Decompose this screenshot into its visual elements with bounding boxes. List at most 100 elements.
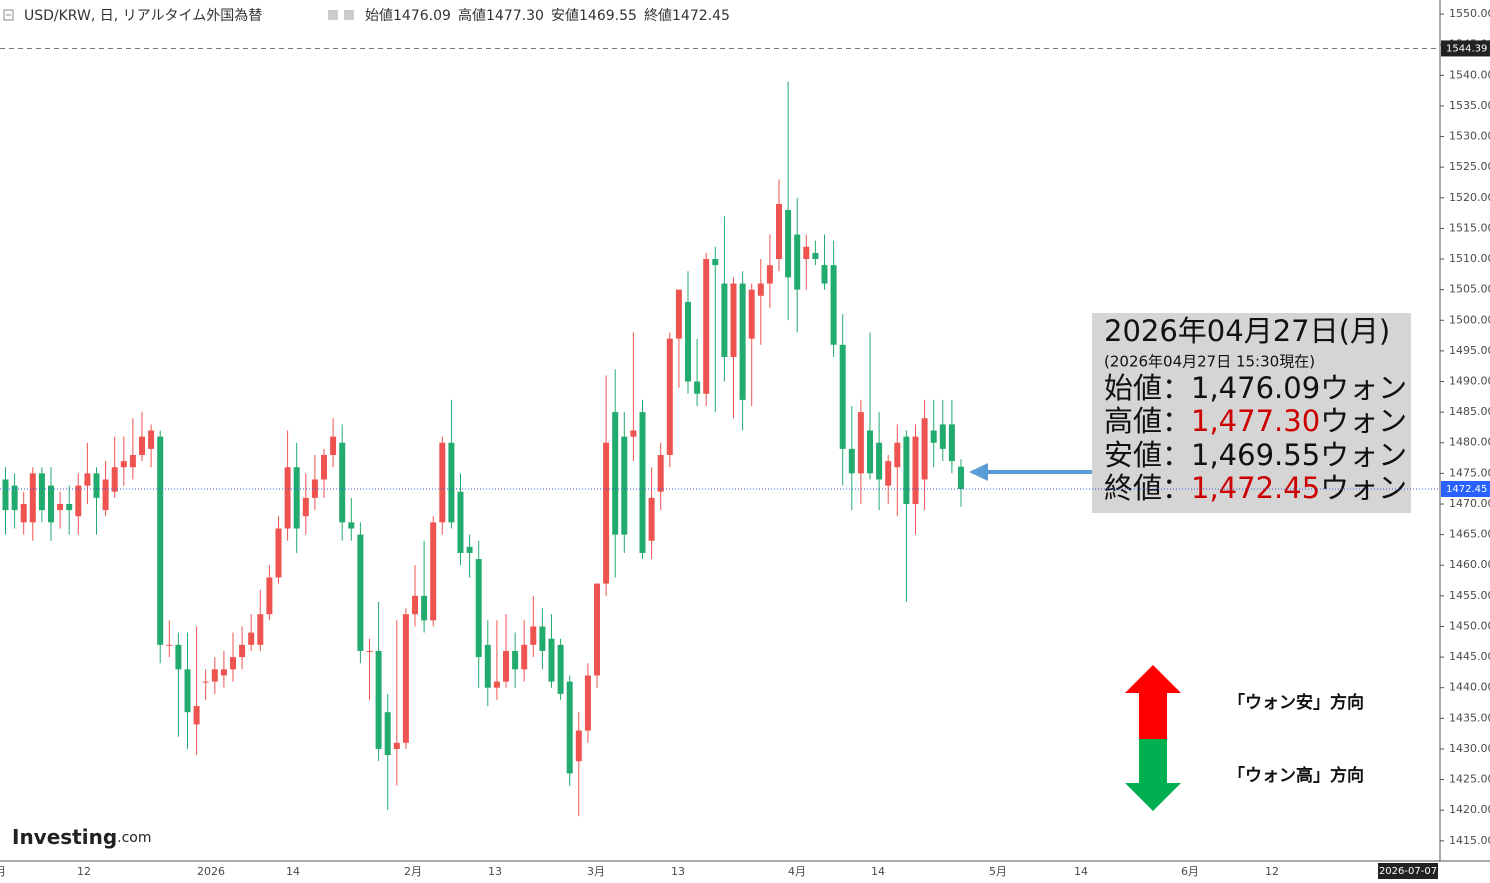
candle-body	[785, 210, 792, 278]
y-tick-label: 1510.00	[1449, 252, 1490, 265]
candle-body	[848, 448, 855, 474]
y-tick-label: 1430.00	[1449, 742, 1490, 755]
symbol-title: USD/KRW, 日, リアルタイム外国為替	[24, 8, 262, 24]
candle-body	[466, 546, 473, 553]
candle-body	[666, 338, 673, 455]
candle-body	[166, 644, 173, 646]
info-box	[1092, 313, 1411, 513]
candle-body	[694, 381, 701, 394]
y-tick-label: 1415.00	[1449, 834, 1490, 847]
ohlc-item: 終値1472.45	[644, 8, 730, 24]
candle-body	[876, 442, 883, 480]
ohlc-header: 始値1476.09 高値1477.30 安値1469.55 終値1472.45	[365, 7, 730, 24]
candle-body	[302, 497, 309, 517]
ohlc-label: 終値	[644, 8, 672, 24]
candle-body	[366, 650, 373, 652]
candle-body	[239, 644, 246, 658]
candle-body	[721, 283, 728, 358]
collapse-icon[interactable]	[3, 9, 14, 21]
candle-body	[220, 669, 227, 676]
candle-body	[830, 265, 837, 345]
candle-body	[202, 681, 209, 683]
candle-body	[375, 650, 382, 749]
candle-body	[493, 681, 500, 688]
info-label: 終値：	[1104, 471, 1191, 505]
candle-body	[867, 430, 873, 474]
candle-body	[639, 412, 646, 553]
x-tick-label: 1月	[0, 865, 6, 878]
candle-body	[748, 289, 755, 339]
candle-body	[111, 467, 118, 492]
candle-body	[339, 442, 346, 523]
candle-body	[685, 301, 691, 382]
y-tick-label: 1550.00	[1449, 7, 1490, 20]
candle-body	[157, 436, 164, 645]
info-subtitle: (2026年04月27日 15:30現在)	[1104, 353, 1315, 371]
info-value: 1,472.45	[1191, 471, 1320, 505]
candle-body	[11, 485, 18, 511]
candle-body	[120, 461, 127, 468]
ohlc-item: 始値1476.09	[365, 8, 451, 24]
candle-body	[330, 436, 337, 455]
x-tick-label: 13	[488, 865, 502, 878]
candle-body	[594, 583, 600, 676]
candle-body	[794, 234, 801, 290]
candle-body	[712, 259, 719, 266]
candle-body	[102, 479, 109, 511]
candle-body	[548, 638, 555, 682]
candle-body	[139, 436, 145, 455]
candle-body	[311, 479, 318, 498]
y-tick-label: 1520.00	[1449, 191, 1490, 204]
y-tick-label: 1500.00	[1449, 313, 1490, 326]
x-tick-label: 12	[1265, 865, 1279, 878]
direction-label: 「ウォン高」方向	[1228, 765, 1364, 786]
candle-body	[412, 595, 418, 615]
candle-body	[93, 473, 100, 498]
x-tick-label: 2026	[197, 865, 225, 878]
y-tick-label: 1465.00	[1449, 528, 1490, 541]
y-tick-label: 1515.00	[1449, 221, 1490, 234]
candle-body	[175, 644, 182, 670]
y-tick-label: 1425.00	[1449, 773, 1490, 786]
candle-body	[257, 614, 264, 645]
y-tick-label: 1475.00	[1449, 466, 1490, 479]
y-tick-label: 1485.00	[1449, 405, 1490, 418]
info-row: 終値：1,472.45ウォン	[1104, 471, 1407, 505]
candle-body	[402, 614, 409, 743]
settings-icon	[344, 10, 354, 20]
candle-body	[958, 466, 964, 489]
candle-body	[457, 491, 464, 553]
logo-brand: Investing	[12, 825, 117, 849]
candle-body	[266, 577, 273, 615]
y-tick-label: 1490.00	[1449, 375, 1490, 388]
info-row: 始値：1,476.09ウォン	[1104, 371, 1407, 405]
candle-body	[38, 473, 45, 511]
direction-label: 「ウォン安」方向	[1228, 692, 1364, 713]
candle-body	[2, 479, 9, 511]
info-value: 1,477.30	[1191, 404, 1320, 438]
candle-body	[148, 430, 155, 449]
y-tick-label: 1505.00	[1449, 283, 1490, 296]
info-value: 1,469.55	[1191, 438, 1320, 472]
candle-body	[766, 265, 773, 284]
candle-body	[839, 344, 846, 449]
y-tick-label: 1535.00	[1449, 99, 1490, 112]
candle-body	[630, 430, 637, 437]
info-title: 2026年04月27日(月)	[1104, 314, 1390, 348]
candle-body	[284, 467, 291, 529]
y-tick-label: 1495.00	[1449, 344, 1490, 357]
y-tick-label: 1435.00	[1449, 711, 1490, 724]
x-tick-label: 13	[671, 865, 685, 878]
candle-body	[48, 485, 54, 523]
ohlc-value: 1472.45	[672, 8, 730, 24]
candle-body	[730, 283, 737, 358]
x-tick-label: 12	[77, 865, 91, 878]
candle-body	[275, 528, 282, 578]
up-arrow	[1125, 665, 1181, 739]
x-tick-label: 3月	[587, 865, 605, 878]
candle-body	[912, 436, 919, 504]
candle-body	[612, 412, 619, 535]
ohlc-label: 始値	[365, 8, 393, 24]
y-tick-label: 1540.00	[1449, 68, 1490, 81]
